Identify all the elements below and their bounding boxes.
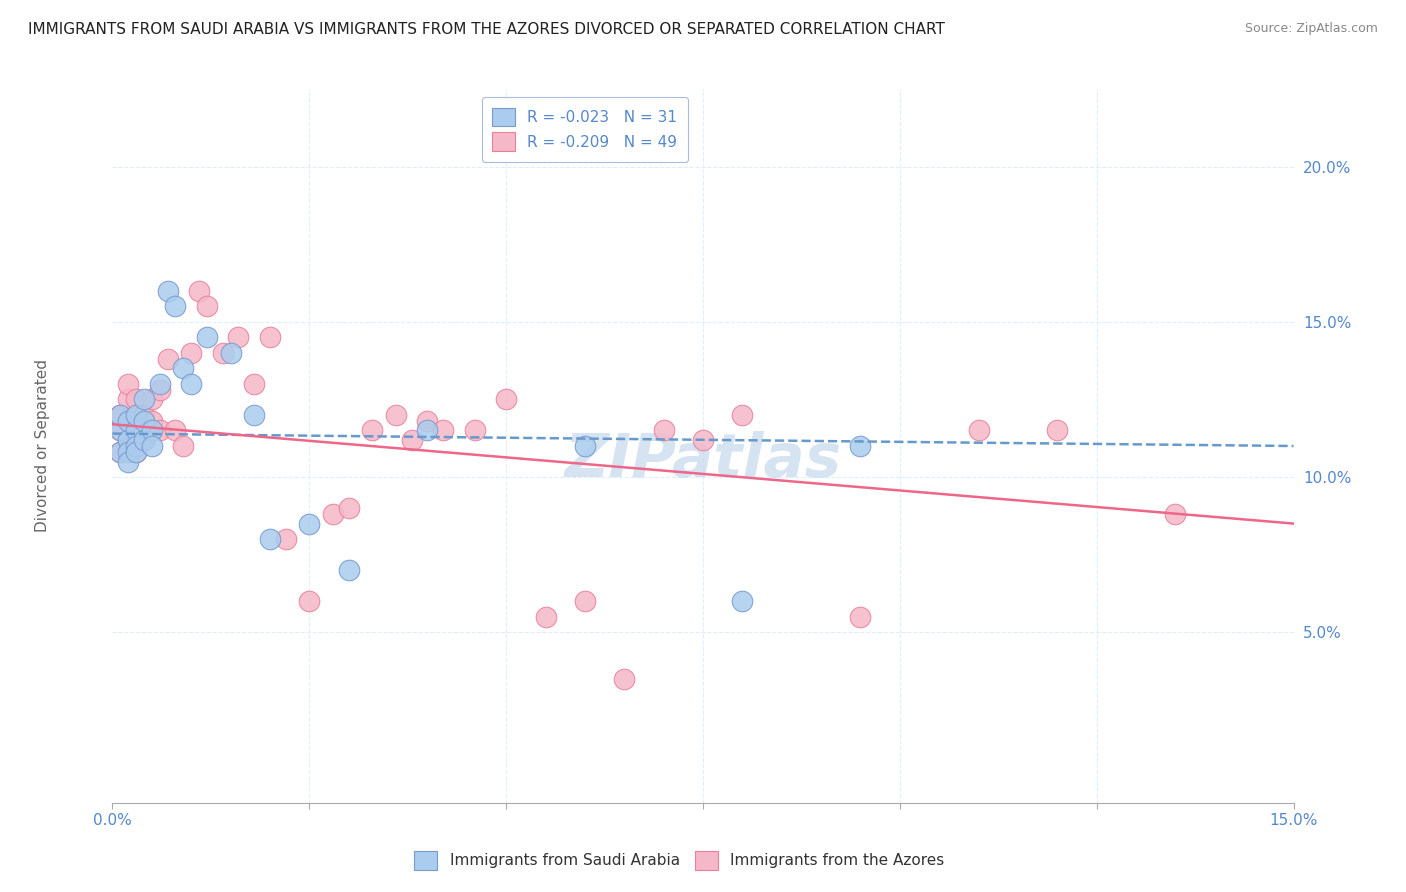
Point — [132, 424, 155, 438]
Point — [125, 445, 148, 459]
Legend: Immigrants from Saudi Arabia, Immigrants from the Azores: Immigrants from Saudi Arabia, Immigrants… — [406, 843, 952, 877]
Point — [110, 445, 132, 459]
Point — [110, 408, 132, 422]
Point — [125, 445, 148, 459]
Point — [337, 563, 360, 577]
Text: ZIPatlas: ZIPatlas — [564, 431, 842, 490]
Point — [432, 424, 454, 438]
Point — [141, 414, 163, 428]
Point — [149, 383, 172, 397]
Point — [495, 392, 517, 407]
Point — [117, 445, 139, 459]
Point — [117, 414, 139, 428]
Point — [132, 433, 155, 447]
Point — [125, 408, 148, 422]
Point — [156, 284, 179, 298]
Point — [149, 376, 172, 391]
Point — [337, 501, 360, 516]
Point — [125, 392, 148, 407]
Text: IMMIGRANTS FROM SAUDI ARABIA VS IMMIGRANTS FROM THE AZORES DIVORCED OR SEPARATED: IMMIGRANTS FROM SAUDI ARABIA VS IMMIGRAN… — [28, 22, 945, 37]
Point — [259, 330, 281, 344]
Point — [243, 376, 266, 391]
Point — [110, 445, 132, 459]
Point — [195, 299, 218, 313]
Point — [401, 433, 423, 447]
Point — [731, 408, 754, 422]
Point — [141, 424, 163, 438]
Point — [613, 672, 636, 686]
Point — [117, 376, 139, 391]
Point — [165, 424, 187, 438]
Point — [132, 408, 155, 422]
Point — [156, 352, 179, 367]
Point — [117, 454, 139, 468]
Point — [141, 439, 163, 453]
Point — [125, 424, 148, 438]
Point — [464, 424, 486, 438]
Point — [125, 424, 148, 438]
Point — [274, 532, 297, 546]
Point — [117, 414, 139, 428]
Point — [574, 439, 596, 453]
Point — [132, 414, 155, 428]
Point — [219, 346, 242, 360]
Text: Source: ZipAtlas.com: Source: ZipAtlas.com — [1244, 22, 1378, 36]
Point — [180, 346, 202, 360]
Point — [534, 609, 557, 624]
Point — [416, 424, 439, 438]
Point — [652, 424, 675, 438]
Point — [132, 392, 155, 407]
Point — [849, 609, 872, 624]
Point — [228, 330, 250, 344]
Point — [259, 532, 281, 546]
Point — [849, 439, 872, 453]
Point — [172, 439, 194, 453]
Point — [117, 433, 139, 447]
Point — [117, 433, 139, 447]
Point — [125, 414, 148, 428]
Point — [188, 284, 211, 298]
Point — [731, 594, 754, 608]
Point — [1046, 424, 1069, 438]
Point — [385, 408, 408, 422]
Point — [416, 414, 439, 428]
Point — [180, 376, 202, 391]
Point — [361, 424, 384, 438]
Point — [110, 424, 132, 438]
Point — [1164, 508, 1187, 522]
Point — [243, 408, 266, 422]
Point — [322, 508, 344, 522]
Point — [110, 408, 132, 422]
Point — [195, 330, 218, 344]
Point — [149, 424, 172, 438]
Point — [574, 594, 596, 608]
Point — [110, 424, 132, 438]
Point — [125, 439, 148, 453]
Point — [117, 392, 139, 407]
Point — [298, 594, 321, 608]
Point — [967, 424, 990, 438]
Point — [298, 516, 321, 531]
Point — [141, 392, 163, 407]
Point — [165, 299, 187, 313]
Point — [172, 361, 194, 376]
Text: Divorced or Separated: Divorced or Separated — [35, 359, 51, 533]
Point — [132, 433, 155, 447]
Point — [211, 346, 233, 360]
Point — [692, 433, 714, 447]
